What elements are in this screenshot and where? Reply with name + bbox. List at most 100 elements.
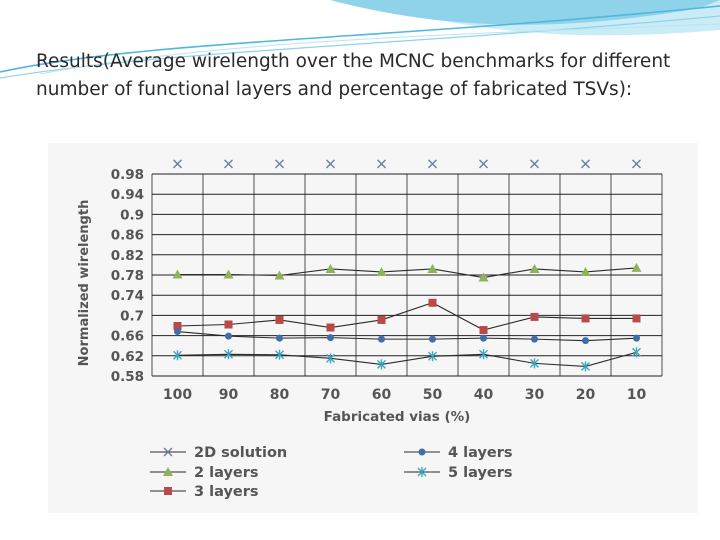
y-tick-label: 0.7 [120,308,144,324]
legend-label: 3 layers [194,484,259,500]
x-tick-label: 60 [372,387,392,403]
series-5-layers [173,347,641,372]
y-tick-label: 0.78 [111,268,144,284]
series-4-layers [174,328,640,345]
legend-marker [418,448,426,456]
legend-item: 2D solution [150,445,287,461]
x-tick-label: 90 [219,387,239,403]
x-tick-label: 50 [423,387,443,403]
data-point [480,334,487,342]
data-point [274,159,285,169]
y-axis-label: Normalized wirelength [77,200,92,367]
data-point [478,272,489,282]
data-point [427,263,438,273]
legend-marker [417,467,427,477]
data-point [633,334,640,342]
data-point [325,263,336,273]
series-line [177,331,637,342]
data-point [376,266,387,276]
data-point [174,328,181,336]
chart-series [172,159,642,372]
data-point [631,159,642,169]
data-point [581,314,590,323]
swoosh-line-3 [39,23,720,75]
legend-label: 2 layers [194,465,259,481]
data-point [172,159,183,169]
series-3-layers [173,298,641,335]
data-point [631,262,642,272]
data-point [172,269,183,279]
data-point [223,159,234,169]
data-point [325,159,336,169]
legend-label: 2D solution [194,445,287,461]
y-tick-label: 0.9 [120,207,144,223]
data-point [224,320,233,329]
data-point [225,332,232,340]
data-point [582,337,589,345]
y-tick-label: 0.66 [111,329,144,345]
x-tick-label: 20 [576,387,596,403]
data-point [580,159,591,169]
series-2-layers [172,262,642,282]
data-point [377,315,386,324]
legend-marker [163,467,173,476]
data-point [632,347,641,358]
y-tick-label: 0.82 [111,248,144,264]
legend-item: 2 layers [150,465,259,481]
data-point [274,270,285,280]
swoosh-line-1 [0,5,720,73]
data-point [378,335,385,343]
x-tick-label: 10 [627,387,647,403]
data-point [478,159,489,169]
data-point [530,312,539,321]
data-point [428,351,437,362]
data-point [429,335,436,343]
data-point [275,315,284,324]
data-point [327,334,334,342]
data-point [427,159,438,169]
data-point [530,358,539,369]
data-point [581,361,590,372]
x-tick-label: 100 [163,387,192,403]
header-swoosh-decoration [0,0,720,79]
legend-label: 4 layers [448,445,513,461]
data-point [377,359,386,370]
data-point [632,314,641,323]
y-tick-label: 0.94 [111,187,144,203]
y-tick-label: 0.62 [111,349,144,365]
data-point [173,350,182,361]
data-point [224,349,233,360]
data-point [580,266,591,276]
legend-item: 5 layers [404,465,513,481]
legend-label: 5 layers [448,465,513,481]
x-tick-label: 30 [525,387,545,403]
series-line [177,267,637,279]
data-point [275,349,284,360]
x-tick-label: 80 [270,387,290,403]
y-tick-label: 0.58 [111,369,144,385]
series-2d-solution [172,159,642,169]
chart-legend: 2D solution 2 layers 3 layers 4 layers 5 lay… [150,445,513,500]
data-point [276,334,283,342]
x-axis-label: Fabricated vias (%) [324,409,471,425]
x-axis-ticks: 100 90 80 70 60 50 40 30 20 10 [163,387,647,403]
data-point [223,269,234,279]
swoosh-band-dark [330,0,720,25]
data-point [428,298,437,307]
data-point [529,263,540,273]
legend-marker [163,447,173,457]
data-point [479,326,488,335]
chart-panel: 0.98 0.94 0.9 0.86 0.82 0.78 0.74 0.7 0.66 0.62 0.… [48,143,698,513]
data-point [529,159,540,169]
y-tick-label: 0.86 [111,228,144,244]
data-point [326,353,335,364]
y-tick-label: 0.74 [111,288,144,304]
legend-item: 3 layers [150,484,259,500]
y-tick-label: 0.98 [111,167,144,183]
series-line [177,351,637,367]
legend-marker [164,487,172,495]
wirelength-line-chart: 0.98 0.94 0.9 0.86 0.82 0.78 0.74 0.7 0.66 0.62 0.… [77,159,663,500]
data-point [173,322,182,331]
data-point [326,323,335,332]
data-point [531,335,538,343]
